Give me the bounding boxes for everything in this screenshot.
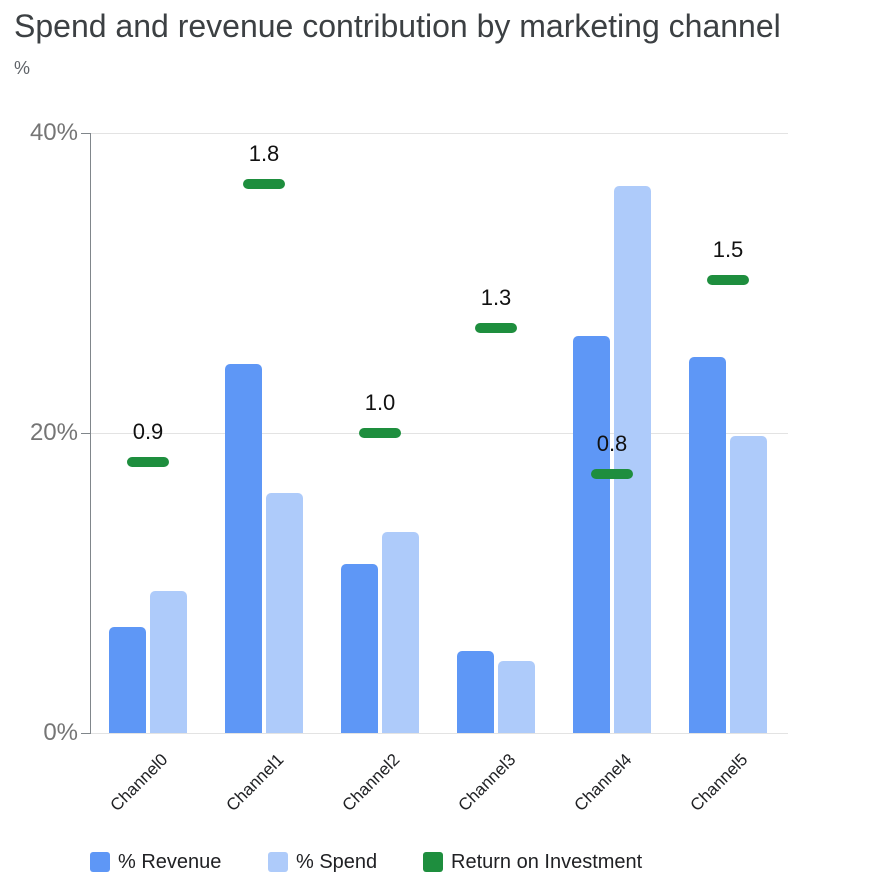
bar-revenue-channel0[interactable] xyxy=(109,626,146,733)
x-axis-label-channel3: Channel3 xyxy=(454,750,520,815)
y-tick-label-0pct: 0% xyxy=(43,719,78,746)
x-axis-label-channel1: Channel1 xyxy=(222,750,288,815)
roi-value-label-channel5: 1.5 xyxy=(712,237,744,262)
legend: % Revenue % Spend Return on Investment xyxy=(0,852,884,874)
y-axis-unit-label: % xyxy=(14,58,31,78)
bar-revenue-channel3[interactable] xyxy=(457,650,494,733)
roi-value-label-channel0: 0.9 xyxy=(132,418,164,444)
x-axis-label-channel5: Channel5 xyxy=(686,750,752,815)
bar-spend-channel3[interactable] xyxy=(498,661,535,733)
roi-dash-channel1[interactable] xyxy=(243,179,285,189)
legend-item-spend[interactable]: % Spend xyxy=(268,852,377,872)
chart-title: Spend and revenue contribution by market… xyxy=(14,8,781,44)
bar-revenue-channel2[interactable] xyxy=(341,563,378,733)
legend-label-spend: % Spend xyxy=(296,851,378,873)
y-tick-40pct xyxy=(81,133,91,134)
roi-value-label-channel4: 0.8 xyxy=(596,430,628,456)
legend-item-roi[interactable]: Return on Investment xyxy=(423,852,642,872)
x-axis-label-channel0: Channel0 xyxy=(106,750,172,815)
y-axis-line xyxy=(90,133,91,733)
legend-swatch-spend xyxy=(268,852,288,872)
bar-spend-channel4[interactable] xyxy=(614,185,651,733)
gridline-0pct xyxy=(91,733,788,734)
bar-spend-channel5[interactable] xyxy=(730,436,767,733)
gridline-40pct xyxy=(91,133,788,134)
bar-spend-channel2[interactable] xyxy=(382,532,419,733)
roi-dash-channel4[interactable] xyxy=(591,468,633,479)
legend-swatch-roi xyxy=(423,852,443,872)
gridline-20pct xyxy=(91,433,788,434)
y-tick-0pct xyxy=(81,733,91,734)
bar-revenue-channel4[interactable] xyxy=(573,335,610,733)
legend-label-roi: Return on Investment xyxy=(451,851,643,873)
roi-dash-channel3[interactable] xyxy=(475,323,517,333)
bar-revenue-channel5[interactable] xyxy=(689,356,726,733)
legend-swatch-revenue xyxy=(90,852,110,872)
bar-revenue-channel1[interactable] xyxy=(225,364,262,733)
bar-spend-channel1[interactable] xyxy=(266,493,303,733)
x-axis-label-channel4: Channel4 xyxy=(570,750,636,815)
y-tick-20pct xyxy=(81,433,91,434)
legend-item-revenue[interactable]: % Revenue xyxy=(90,852,221,872)
y-tick-label-20pct: 20% xyxy=(29,419,78,446)
roi-dash-channel5[interactable] xyxy=(707,275,749,285)
roi-value-label-channel1: 1.8 xyxy=(248,141,280,166)
bar-spend-channel0[interactable] xyxy=(150,590,187,733)
plot-area: 40% 20% 0% 0.9 Channel0 1.8 Channel1 1.0 Channel… xyxy=(29,119,788,815)
legend-label-revenue: % Revenue xyxy=(118,851,222,873)
roi-dash-channel2[interactable] xyxy=(359,428,401,438)
roi-value-label-channel2: 1.0 xyxy=(364,390,396,415)
x-axis-label-channel2: Channel2 xyxy=(338,750,404,815)
y-tick-label-40pct: 40% xyxy=(29,119,78,146)
roi-value-label-channel3: 1.3 xyxy=(480,285,512,310)
roi-dash-channel0[interactable] xyxy=(127,456,169,467)
